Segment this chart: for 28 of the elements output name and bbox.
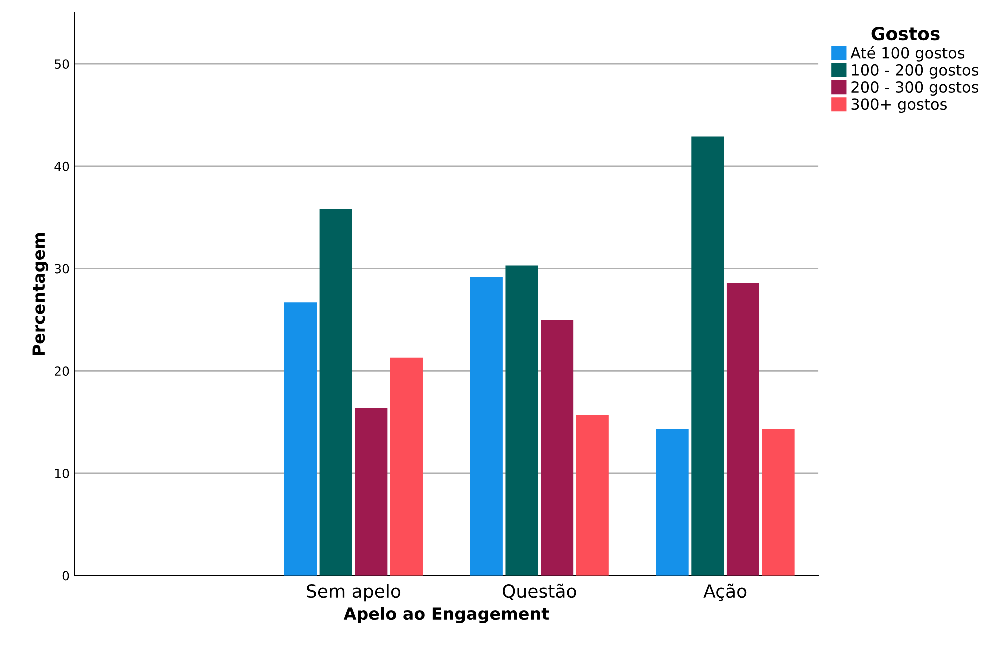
y-tick-label: 0	[62, 571, 70, 581]
bar	[656, 429, 689, 576]
legend-title: Gostos	[872, 27, 940, 41]
y-tick-label: 10	[55, 468, 70, 478]
y-axis-title: Percentagem	[32, 233, 49, 356]
x-tick-label: Questão	[502, 584, 576, 600]
y-tick-label: 40	[54, 162, 70, 172]
bar	[284, 302, 318, 576]
y-tick-label: 30	[55, 264, 70, 274]
x-tick-label: Sem apelo	[307, 584, 401, 602]
legend-label: 300+ gostos	[852, 98, 947, 114]
x-tick-label: Ação	[704, 584, 747, 602]
bar	[320, 209, 352, 576]
bar	[726, 283, 760, 576]
bar	[506, 266, 538, 576]
bar	[470, 276, 503, 576]
y-tick-label: 50	[55, 60, 70, 70]
bar	[390, 358, 423, 576]
bar	[762, 429, 795, 576]
y-tick-label: 20	[55, 366, 70, 376]
bar	[692, 136, 724, 576]
x-axis-title: Apelo ao Engagement	[344, 607, 550, 624]
legend-label: 200 - 300 gostos	[852, 81, 979, 96]
bar	[541, 320, 574, 576]
legend-label: 100 - 200 gostos	[852, 64, 979, 79]
bar	[576, 415, 609, 576]
legend-label: Até 100 gostos	[850, 46, 965, 62]
bar	[355, 408, 388, 576]
